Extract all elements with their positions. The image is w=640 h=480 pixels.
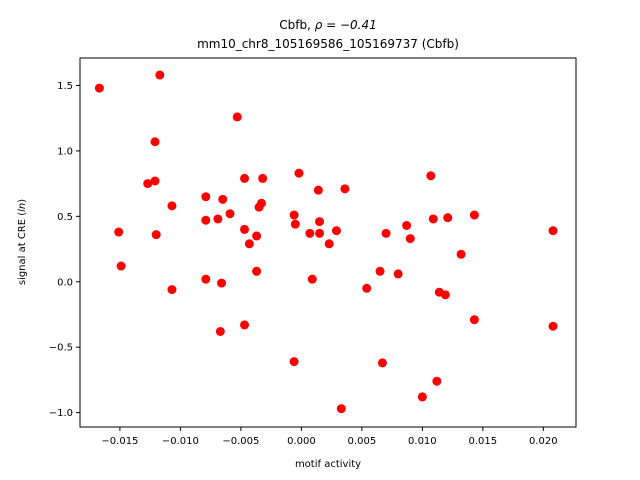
- y-tick-label-2: 0.0: [57, 277, 73, 288]
- data-point-33: [402, 220, 412, 230]
- data-point-51: [469, 315, 479, 325]
- data-point-14: [426, 171, 436, 181]
- data-point-5: [150, 176, 160, 186]
- data-point-16: [254, 202, 264, 212]
- x-tick-label-6: 0.015: [469, 436, 498, 447]
- data-point-37: [469, 210, 479, 220]
- data-point-24: [244, 239, 254, 249]
- data-point-34: [405, 234, 415, 244]
- y-axis-label-italic: ln: [17, 203, 28, 212]
- y-tick-label-4: 1.0: [57, 146, 73, 157]
- data-point-53: [240, 320, 250, 330]
- data-point-22: [240, 224, 250, 234]
- data-point-57: [432, 376, 442, 386]
- y-axis-label-prefix: signal at CRE (: [17, 212, 28, 285]
- data-point-35: [428, 214, 438, 224]
- y-axis-ticks: −1.0 −0.5 0.0 0.5 1.0 1.5: [49, 81, 80, 419]
- data-point-28: [315, 217, 325, 227]
- data-point-11: [294, 168, 304, 178]
- data-point-31: [331, 226, 341, 236]
- data-point-47: [393, 269, 403, 279]
- data-point-19: [213, 214, 223, 224]
- data-point-50: [440, 290, 450, 300]
- data-point-4: [143, 179, 153, 189]
- y-tick-label-1: −0.5: [49, 343, 73, 354]
- data-point-41: [201, 274, 211, 284]
- data-point-48: [456, 249, 466, 259]
- y-tick-label-0: −1.0: [49, 408, 73, 419]
- data-point-6: [167, 201, 177, 211]
- data-point-25: [289, 210, 299, 220]
- chart-title-main: Cbfb,: [279, 18, 314, 32]
- data-point-39: [116, 261, 126, 271]
- data-point-8: [218, 194, 228, 204]
- data-point-32: [381, 228, 391, 238]
- chart-subtitle: mm10_chr8_105169586_105169737 (Cbfb): [197, 37, 459, 51]
- x-tick-label-5: 0.010: [408, 436, 437, 447]
- x-tick-label-0: −0.015: [101, 436, 138, 447]
- data-point-2: [232, 112, 242, 122]
- data-point-20: [114, 227, 124, 237]
- data-point-7: [201, 192, 211, 202]
- data-point-55: [289, 357, 299, 367]
- data-point-9: [240, 173, 250, 183]
- data-point-40: [252, 266, 262, 276]
- data-point-43: [167, 285, 177, 295]
- data-point-13: [340, 184, 350, 194]
- x-axis-label: motif activity: [295, 459, 361, 470]
- y-tick-label-5: 1.5: [57, 81, 73, 92]
- plot-area-frame: [79, 57, 577, 428]
- data-point-27: [305, 228, 315, 238]
- data-point-17: [225, 209, 235, 219]
- data-point-38: [548, 226, 558, 236]
- data-points: [94, 70, 558, 414]
- data-point-56: [377, 358, 387, 368]
- data-point-36: [443, 213, 453, 223]
- data-point-26: [290, 219, 300, 229]
- data-point-0: [94, 83, 104, 93]
- data-point-45: [362, 283, 372, 293]
- x-tick-label-3: 0.000: [287, 436, 316, 447]
- y-axis-label-suffix: ): [17, 199, 28, 203]
- data-point-12: [313, 185, 323, 195]
- data-point-21: [151, 230, 161, 240]
- x-tick-label-1: −0.010: [162, 436, 199, 447]
- data-point-3: [150, 137, 160, 147]
- data-point-1: [155, 70, 165, 80]
- data-point-59: [336, 404, 346, 414]
- data-point-10: [258, 173, 268, 183]
- chart-title: Cbfb, ρ = −0.41: [279, 18, 377, 32]
- data-point-46: [375, 266, 385, 276]
- data-point-52: [548, 321, 558, 331]
- data-point-30: [324, 239, 334, 249]
- data-point-29: [315, 228, 325, 238]
- data-point-54: [215, 326, 225, 336]
- y-axis-label: signal at CRE (ln): [17, 199, 28, 285]
- data-point-58: [417, 392, 427, 402]
- chart-title-rho: ρ = −0.41: [315, 18, 377, 32]
- x-tick-label-7: 0.020: [529, 436, 558, 447]
- data-point-18: [201, 215, 211, 225]
- data-point-23: [252, 231, 262, 241]
- y-tick-label-3: 0.5: [57, 212, 73, 223]
- x-tick-label-2: −0.005: [222, 436, 259, 447]
- data-point-42: [217, 278, 227, 288]
- x-axis-ticks: −0.015 −0.010 −0.005 0.000 0.005 0.010 0.015 0.…: [101, 427, 558, 447]
- x-tick-label-4: 0.005: [348, 436, 377, 447]
- data-point-44: [307, 274, 317, 284]
